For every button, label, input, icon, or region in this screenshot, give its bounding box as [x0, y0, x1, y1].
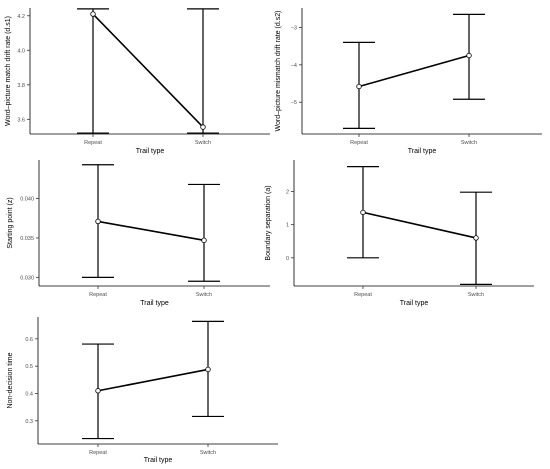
y-tick-label: 4.0 [17, 48, 25, 54]
y-axis-title: Starting point (z) [7, 197, 14, 248]
x-tick-label: Repeat [89, 292, 107, 298]
x-axis-title: Trail type [144, 457, 173, 464]
y-axis-title: Non-decision time [7, 352, 14, 408]
data-point [200, 124, 206, 130]
x-axis-title: Trail type [408, 148, 437, 155]
y-tick-label: 1 [286, 223, 289, 229]
y-axis-title: Word–picture match drift rate (d.s1) [5, 16, 12, 126]
chart-panel-5: 0.3 0.4 0.5 0.6 Repeat Switch Trail type Non-de… [7, 317, 278, 464]
x-axis-title: Trail type [136, 148, 165, 155]
x-tick-label: Switch [195, 140, 211, 146]
chart-panel-2: −3 −4 −5 Repeat Switch Trail type Word–picture… [275, 8, 542, 155]
x-tick-label: Repeat [89, 450, 107, 456]
y-tick-label: 3.6 [17, 117, 25, 123]
series-line [92, 13, 204, 128]
data-point [356, 83, 362, 90]
y-tick-label: 0.5 [25, 364, 33, 370]
y-axis-title: Boundary separation (a) [265, 185, 272, 260]
x-tick-label: Repeat [354, 292, 372, 298]
series-line [358, 54, 470, 88]
data-point [360, 209, 366, 216]
data-point [95, 388, 101, 394]
x-axis-title: Trail type [140, 300, 169, 307]
y-tick-label: 2 [286, 190, 289, 196]
y-tick-label: 3.8 [17, 83, 25, 89]
y-tick-label: −3 [291, 25, 297, 31]
y-tick-label: −4 [291, 63, 297, 69]
data-point [466, 52, 472, 59]
y-axis-title: Word–picture mismatch drift rate (d.s2) [275, 11, 282, 132]
data-point [201, 237, 207, 244]
y-tick-label: 0.6 [25, 337, 33, 343]
y-tick-label: −5 [291, 100, 297, 106]
x-tick-label: Repeat [350, 140, 368, 146]
y-tick-label: 0 [286, 256, 289, 262]
chart-panel-1: 3.6 3.8 4.0 4.2 Repeat Switch Trail type Word–p… [5, 8, 270, 155]
data-point [95, 218, 101, 225]
x-tick-label: Switch [196, 292, 212, 298]
x-axis-title: Trail type [400, 300, 429, 307]
series-line [97, 368, 209, 392]
y-tick-label: 4.2 [17, 14, 25, 20]
y-tick-label: 0.040 [20, 197, 34, 203]
data-point [205, 366, 211, 373]
chart-panel-3: 0.030 0.035 0.040 Repeat Switch Trail type Sta… [7, 160, 270, 307]
x-tick-label: Switch [461, 140, 477, 146]
chart-panel-4: 0 1 2 Repeat Switch Trail type Boundary separa… [265, 160, 534, 307]
x-tick-label: Switch [468, 292, 484, 298]
data-point [90, 11, 96, 17]
y-tick-label: 0.3 [25, 419, 33, 425]
y-tick-label: 0.035 [20, 236, 34, 242]
y-tick-label: 0.4 [25, 391, 33, 397]
x-tick-label: Repeat [84, 140, 102, 146]
data-point [473, 235, 479, 241]
y-tick-label: 0.030 [20, 275, 34, 281]
series-line [362, 211, 477, 239]
series-line [97, 220, 205, 242]
x-tick-label: Switch [200, 450, 216, 456]
